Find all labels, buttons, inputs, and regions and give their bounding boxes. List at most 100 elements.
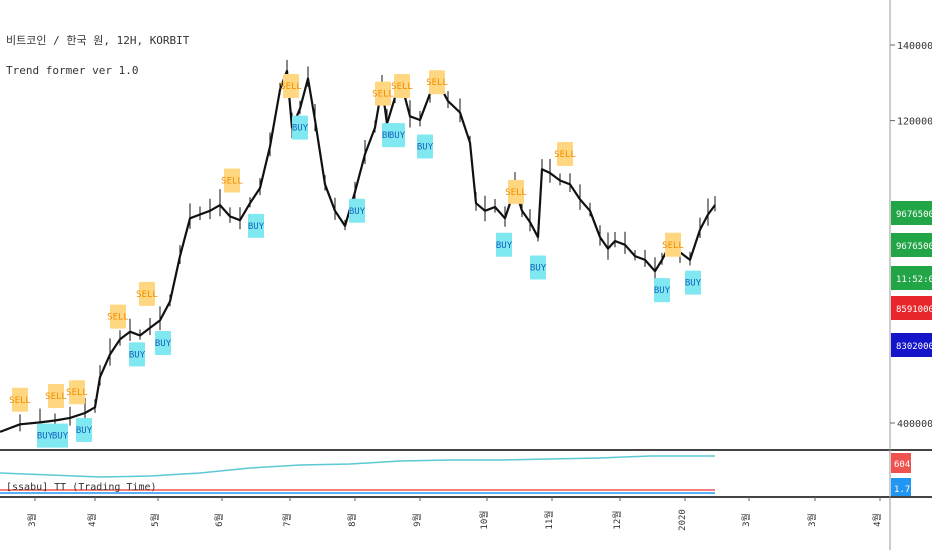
time-axis[interactable]: 3월 4월 5월 6월 7월 8월 9월 10월 11월 12월 2020 3월 3월 4월 xyxy=(26,497,883,531)
signal-label: BUY xyxy=(76,426,93,436)
x-tick-label: 7월 xyxy=(281,513,293,527)
signal-box xyxy=(52,423,68,448)
buy-signal: BUY xyxy=(129,342,146,367)
signal-box xyxy=(224,168,240,193)
signal-box xyxy=(389,123,405,148)
signal-box xyxy=(110,304,126,329)
signal-label: SELL xyxy=(426,78,448,88)
buy-signal: BUY xyxy=(76,418,93,442)
x-tick-label: 10월 xyxy=(478,510,490,529)
signal-label: SELL xyxy=(662,241,684,251)
signal-label: SELL xyxy=(505,188,527,198)
signal-box xyxy=(417,134,433,159)
price-tag-bg xyxy=(891,333,932,357)
signal-box xyxy=(69,380,85,405)
buy-signal: BUY xyxy=(37,423,54,448)
signal-box xyxy=(48,383,64,408)
signal-label: BUY xyxy=(37,432,54,442)
price-tag: 9676500.0 xyxy=(891,201,932,225)
buy-signal: BUY xyxy=(530,255,547,280)
signal-box xyxy=(496,232,512,257)
signal-label: SELL xyxy=(107,313,129,323)
sub-panel-label: [ssabu] TT (Trading Time) xyxy=(6,482,157,493)
buy-signal: BUY xyxy=(496,232,513,257)
signal-label: BUY xyxy=(155,339,172,349)
price-tag-label: 9676500.0 xyxy=(896,210,932,220)
sub-tag-label: 6047.0 xyxy=(894,460,927,470)
y-tick-label: 12000000.0 xyxy=(897,117,932,128)
signal-label: SELL xyxy=(372,90,394,100)
signal-box xyxy=(685,270,701,295)
sell-signal: SELL xyxy=(66,380,88,405)
signal-label: SELL xyxy=(9,396,31,406)
signal-label: BUY xyxy=(389,131,406,141)
x-tick-label: 3월 xyxy=(26,513,38,527)
signal-box xyxy=(139,281,155,306)
price-tag-label: 8302000.0 xyxy=(896,342,932,352)
sell-signal: SELL xyxy=(554,142,576,167)
sell-signal: SELL xyxy=(107,304,129,329)
signal-box xyxy=(12,387,28,412)
sell-signal: SELL xyxy=(505,179,527,204)
signal-label: BUY xyxy=(654,286,671,296)
signal-label: BUY xyxy=(52,432,69,442)
signal-label: SELL xyxy=(280,82,302,92)
x-tick-label: 11월 xyxy=(543,510,555,529)
signal-box xyxy=(129,342,145,367)
signal-box xyxy=(665,232,681,257)
signal-label: SELL xyxy=(136,290,158,300)
price-tag-bg xyxy=(891,296,932,320)
buy-signal: BUY xyxy=(417,134,434,159)
signal-box xyxy=(530,255,546,280)
buy-signal: BUY xyxy=(685,270,702,295)
sub-tag-bg xyxy=(891,478,911,498)
x-tick-label: 2020 xyxy=(678,509,688,531)
x-tick-label: 4월 xyxy=(871,513,883,527)
sub-chart: 6047.0 1.7 xyxy=(0,453,927,498)
buy-signal: BUY xyxy=(248,213,265,238)
price-tag-bg xyxy=(891,201,932,225)
sub-tag-label: 1.7 xyxy=(894,485,910,495)
x-tick-label: 8월 xyxy=(346,513,358,527)
signal-box xyxy=(557,142,573,167)
sub-tag: 1.7 xyxy=(891,478,911,498)
signal-label: BUY xyxy=(248,222,265,232)
x-tick-label: 4월 xyxy=(86,513,98,527)
signal-label: BUY xyxy=(349,207,366,217)
signal-box xyxy=(375,81,391,106)
sell-signal: SELL xyxy=(45,383,67,408)
sell-signal: SELL xyxy=(221,168,243,193)
sub-line xyxy=(0,455,715,478)
signal-label: SELL xyxy=(391,82,413,92)
signal-box xyxy=(429,70,445,95)
signal-label: BUY xyxy=(685,279,702,289)
signal-label: BUY xyxy=(129,350,146,360)
price-tag-bg xyxy=(891,233,932,257)
buy-signal: BUY xyxy=(389,123,406,148)
buy-signal: BUY xyxy=(155,331,172,356)
price-tags: 9676500.0 9676500.0 11:52:09 8591000.0 83020… xyxy=(891,201,932,357)
sell-signal: SELL xyxy=(426,70,448,95)
price-tag: 8591000.0 xyxy=(891,296,932,320)
signal-box xyxy=(654,278,670,303)
signal-box xyxy=(292,115,308,140)
sell-signal: SELL xyxy=(9,387,31,412)
signal-label: BUY xyxy=(292,124,309,134)
x-tick-label: 5월 xyxy=(149,513,161,527)
price-tag: 9676500.0 xyxy=(891,233,932,257)
signal-label: BUY xyxy=(496,241,513,251)
price-axis[interactable]: 14000000.0 12000000.0 4000000.0 xyxy=(890,41,932,430)
chart-title: 비트코인 / 한국 원, 12H, KORBIT xyxy=(6,34,190,47)
x-tick-label: 6월 xyxy=(213,513,225,527)
signal-box xyxy=(37,423,53,448)
signal-box xyxy=(283,74,299,99)
signal-label: SELL xyxy=(554,150,576,160)
price-tag: 8302000.0 xyxy=(891,333,932,357)
indicator-label: Trend former ver 1.0 xyxy=(6,64,139,77)
signal-label: SELL xyxy=(45,392,67,402)
signal-label: BUY xyxy=(417,143,434,153)
sell-signal: SELL xyxy=(662,232,684,257)
price-series xyxy=(0,59,716,433)
buy-signal: BUY xyxy=(52,423,69,448)
